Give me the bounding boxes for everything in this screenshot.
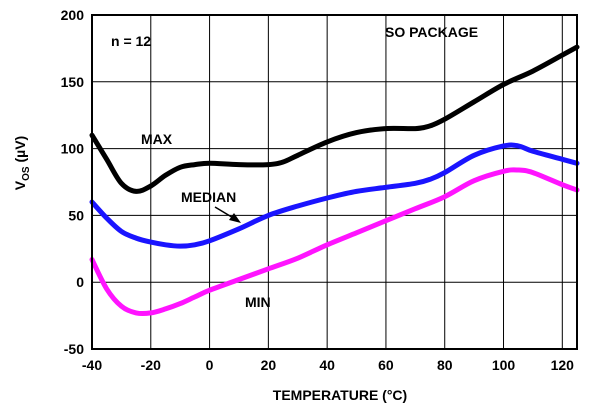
x-tick-label: -20 bbox=[141, 357, 161, 373]
y-tick-label: -50 bbox=[64, 341, 84, 357]
y-tick-label: 50 bbox=[68, 207, 84, 223]
plot-frame bbox=[91, 14, 578, 350]
max-curve-label: MAX bbox=[141, 131, 173, 147]
x-tick-label: 100 bbox=[492, 357, 516, 373]
y-tick-label: 100 bbox=[61, 141, 85, 157]
x-tick-label: 0 bbox=[206, 357, 214, 373]
median-pointer-arrow bbox=[214, 206, 241, 223]
grid bbox=[91, 14, 577, 350]
median-curve-label: MEDIAN bbox=[181, 189, 236, 205]
min-curve-label: MIN bbox=[245, 294, 271, 310]
y-tick-label: 200 bbox=[61, 7, 85, 23]
package-label: SO PACKAGE bbox=[385, 24, 478, 40]
series-line-median bbox=[89, 142, 580, 249]
series-line-min bbox=[89, 167, 580, 317]
y-tick-label: 150 bbox=[61, 74, 85, 90]
x-tick-label: 60 bbox=[378, 357, 394, 373]
series-lines bbox=[89, 44, 580, 317]
y-axis-label: VOS (µV) bbox=[12, 136, 32, 190]
x-tick-label: 40 bbox=[319, 357, 335, 373]
x-tick-label: 120 bbox=[551, 357, 575, 373]
tick-labels: -40 -20 0 20 40 60 80 100 120 -50 0 50 100 150 200 bbox=[61, 7, 575, 373]
series-line-max bbox=[89, 44, 580, 194]
sample-count-label: n = 12 bbox=[111, 33, 151, 49]
y-tick-label: 0 bbox=[76, 274, 84, 290]
x-axis-label: TEMPERATURE (°C) bbox=[273, 387, 407, 403]
x-tick-label: -40 bbox=[82, 357, 102, 373]
x-tick-label: 20 bbox=[261, 357, 277, 373]
x-tick-label: 80 bbox=[437, 357, 453, 373]
